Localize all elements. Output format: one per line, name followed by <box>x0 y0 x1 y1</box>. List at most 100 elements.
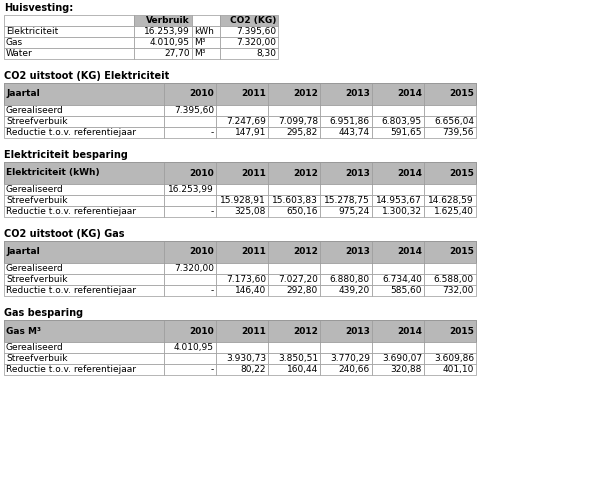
Text: 147,91: 147,91 <box>235 128 266 137</box>
Bar <box>424 206 476 217</box>
Text: Huisvesting:: Huisvesting: <box>4 3 73 13</box>
Text: 2014: 2014 <box>397 90 422 98</box>
Bar <box>4 184 164 195</box>
Bar <box>216 116 268 127</box>
Text: Elektriciteit (kWh): Elektriciteit (kWh) <box>6 169 100 177</box>
Bar <box>268 342 320 353</box>
Bar <box>216 285 268 296</box>
Text: CO2 uitstoot (KG) Gas: CO2 uitstoot (KG) Gas <box>4 229 125 239</box>
Bar <box>320 364 372 375</box>
Text: 7.320,00: 7.320,00 <box>174 264 214 273</box>
Text: 6.803,95: 6.803,95 <box>382 117 422 126</box>
Bar <box>216 263 268 274</box>
Bar <box>424 274 476 285</box>
Text: 1.625,40: 1.625,40 <box>434 207 474 216</box>
Text: 3.690,07: 3.690,07 <box>382 354 422 363</box>
Text: Verbruik: Verbruik <box>146 16 190 25</box>
Text: 401,10: 401,10 <box>443 365 474 374</box>
Bar <box>4 206 164 217</box>
Bar <box>320 263 372 274</box>
Bar <box>164 105 216 116</box>
Bar <box>164 353 216 364</box>
Bar <box>268 274 320 285</box>
Bar <box>320 105 372 116</box>
Bar <box>164 263 216 274</box>
Bar <box>320 116 372 127</box>
Bar <box>4 274 164 285</box>
Bar <box>164 274 216 285</box>
Text: 8,30: 8,30 <box>256 49 276 58</box>
Bar <box>220 26 278 37</box>
Text: 591,65: 591,65 <box>390 128 422 137</box>
Bar <box>4 320 476 342</box>
Text: Streefverbuik: Streefverbuik <box>6 117 68 126</box>
Bar <box>164 195 216 206</box>
Text: Reductie t.o.v. referentiejaar: Reductie t.o.v. referentiejaar <box>6 207 136 216</box>
Text: 6.880,80: 6.880,80 <box>330 275 370 284</box>
Bar <box>164 342 216 353</box>
Text: 2014: 2014 <box>397 169 422 177</box>
Text: 160,44: 160,44 <box>287 365 318 374</box>
Bar <box>372 105 424 116</box>
Bar <box>4 15 134 26</box>
Text: 7.395,60: 7.395,60 <box>236 27 276 36</box>
Text: 2015: 2015 <box>449 326 474 336</box>
Bar <box>216 105 268 116</box>
Bar <box>424 285 476 296</box>
Bar <box>164 116 216 127</box>
Bar <box>372 342 424 353</box>
Bar <box>192 37 220 48</box>
Bar <box>268 285 320 296</box>
Text: CO2 uitstoot (KG) Elektriciteit: CO2 uitstoot (KG) Elektriciteit <box>4 71 169 81</box>
Bar <box>4 83 476 105</box>
Bar <box>4 320 476 342</box>
Text: 739,56: 739,56 <box>442 128 474 137</box>
Text: 6.656,04: 6.656,04 <box>434 117 474 126</box>
Text: 2015: 2015 <box>449 90 474 98</box>
Text: 439,20: 439,20 <box>339 286 370 295</box>
Bar <box>4 127 164 138</box>
Text: Reductie t.o.v. referentiejaar: Reductie t.o.v. referentiejaar <box>6 365 136 374</box>
Bar <box>220 37 278 48</box>
Bar <box>320 195 372 206</box>
Text: 3.609,86: 3.609,86 <box>434 354 474 363</box>
Bar <box>268 364 320 375</box>
Text: 2011: 2011 <box>241 247 266 257</box>
Bar <box>320 274 372 285</box>
Text: 4.010,95: 4.010,95 <box>174 343 214 352</box>
Text: Elektriciteit besparing: Elektriciteit besparing <box>4 150 128 160</box>
Bar <box>268 116 320 127</box>
Bar <box>4 353 164 364</box>
Bar <box>268 105 320 116</box>
Bar <box>268 184 320 195</box>
Bar <box>372 206 424 217</box>
Text: 2012: 2012 <box>293 169 318 177</box>
Text: 3.770,29: 3.770,29 <box>330 354 370 363</box>
Bar <box>220 48 278 59</box>
Bar <box>4 162 476 184</box>
Text: 2012: 2012 <box>293 247 318 257</box>
Text: -: - <box>211 286 214 295</box>
Bar <box>4 37 134 48</box>
Bar <box>4 162 476 184</box>
Text: Gas M³: Gas M³ <box>6 326 41 336</box>
Bar <box>220 15 278 26</box>
Text: 2011: 2011 <box>241 169 266 177</box>
Bar <box>424 353 476 364</box>
Text: Gas besparing: Gas besparing <box>4 308 83 318</box>
Text: 80,22: 80,22 <box>241 365 266 374</box>
Text: 6.951,86: 6.951,86 <box>330 117 370 126</box>
Bar <box>268 195 320 206</box>
Text: M³: M³ <box>194 38 205 47</box>
Text: 2010: 2010 <box>189 90 214 98</box>
Text: -: - <box>211 207 214 216</box>
Text: 7.099,78: 7.099,78 <box>278 117 318 126</box>
Bar <box>4 26 134 37</box>
Text: 2013: 2013 <box>345 169 370 177</box>
Text: 146,40: 146,40 <box>235 286 266 295</box>
Text: 295,82: 295,82 <box>287 128 318 137</box>
Text: 15.278,75: 15.278,75 <box>324 196 370 205</box>
Text: 7.027,20: 7.027,20 <box>278 275 318 284</box>
Bar <box>424 116 476 127</box>
Bar <box>4 364 164 375</box>
